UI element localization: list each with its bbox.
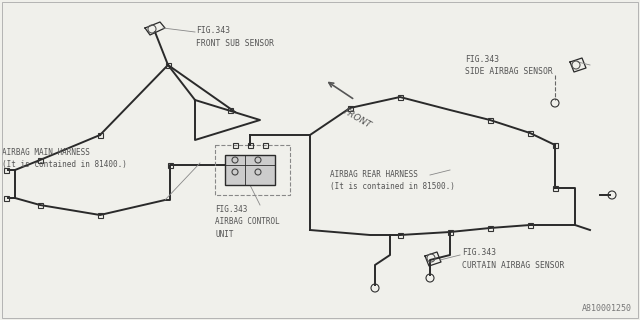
Text: AIRBAG MAIN HARNESS
(It is contained in 81400.): AIRBAG MAIN HARNESS (It is contained in … [2, 148, 127, 170]
Text: FIG.343
AIRBAG CONTROL
UNIT: FIG.343 AIRBAG CONTROL UNIT [215, 205, 280, 239]
Text: A810001250: A810001250 [582, 304, 632, 313]
Text: FIG.343
SIDE AIRBAG SENSOR: FIG.343 SIDE AIRBAG SENSOR [465, 55, 553, 76]
Text: AIRBAG REAR HARNESS
(It is contained in 81500.): AIRBAG REAR HARNESS (It is contained in … [330, 170, 455, 191]
Text: FIG.343
CURTAIN AIRBAG SENSOR: FIG.343 CURTAIN AIRBAG SENSOR [462, 248, 564, 269]
Polygon shape [225, 155, 275, 185]
Text: FIG.343
FRONT SUB SENSOR: FIG.343 FRONT SUB SENSOR [196, 26, 274, 47]
Text: FRONT: FRONT [342, 107, 373, 130]
